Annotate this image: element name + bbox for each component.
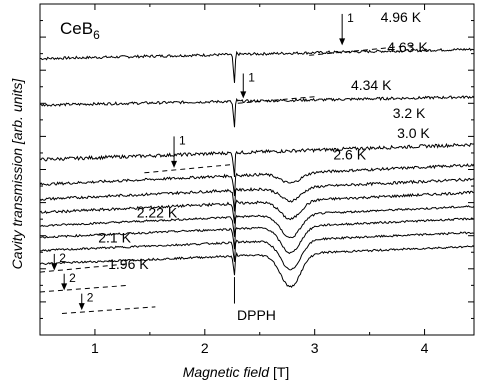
spectrum-curve bbox=[39, 244, 475, 289]
spectrum-curve bbox=[39, 190, 475, 224]
marker-number: 1 bbox=[248, 71, 255, 85]
curve-label: 4.96 K bbox=[381, 9, 422, 25]
marker-number: 1 bbox=[347, 11, 354, 25]
y-axis bbox=[40, 3, 474, 336]
curve-label: 3.0 K bbox=[397, 125, 430, 141]
baseline-dash bbox=[237, 96, 315, 104]
curve-label: 4.34 K bbox=[351, 77, 392, 93]
spectrum-curve bbox=[39, 95, 475, 128]
x-tick-label: 3 bbox=[311, 340, 319, 356]
spectra-curves bbox=[39, 47, 475, 289]
arrow-head bbox=[240, 91, 247, 99]
spectrum-curve bbox=[39, 205, 475, 239]
marker-number: 1 bbox=[179, 133, 186, 147]
spectrum-curve bbox=[39, 163, 475, 197]
x-tick-label: 4 bbox=[421, 340, 429, 356]
arrow-head bbox=[171, 160, 178, 168]
x-axis-title: Magnetic field [T] bbox=[183, 364, 290, 380]
curve-label: 2.6 K bbox=[333, 147, 366, 163]
y-axis-title: Cavity transmission [arb. units] bbox=[9, 78, 25, 270]
chart-title: CeB6 bbox=[60, 19, 100, 42]
dpph-label: DPPH bbox=[237, 307, 276, 323]
marker-number: 2 bbox=[59, 251, 66, 265]
marker-number: 2 bbox=[69, 271, 76, 285]
curve-label: 2.1 K bbox=[98, 229, 131, 245]
curve-label: 1.96 K bbox=[108, 256, 149, 272]
spectrum-curve bbox=[39, 177, 475, 212]
curve-label: 3.2 K bbox=[393, 105, 426, 121]
spectrum-curve bbox=[39, 47, 475, 83]
baseline-dash bbox=[61, 306, 156, 314]
arrow-head bbox=[339, 38, 346, 46]
arrow-head bbox=[78, 303, 85, 311]
x-axis: 1 2 3 4 bbox=[39, 4, 429, 356]
baseline-dash bbox=[39, 263, 128, 273]
curve-labels: 4.96 K 4.63 K 4.34 K3.2 K 3.0 K 2.6 K 2.22 K 2… bbox=[98, 9, 430, 272]
arrow-head bbox=[61, 283, 68, 291]
x-tick-label: 2 bbox=[201, 340, 209, 356]
spectrum-curve bbox=[39, 231, 475, 271]
spectrum-curve bbox=[39, 142, 475, 178]
marker-number: 2 bbox=[87, 291, 94, 305]
baseline-dash bbox=[144, 164, 233, 174]
baseline-dash bbox=[39, 284, 128, 293]
curve-label: 2.22 K bbox=[137, 204, 178, 220]
curve-label: 4.63 K bbox=[387, 39, 428, 55]
arrow-head bbox=[51, 263, 58, 271]
spectrum-curve bbox=[40, 217, 475, 255]
x-tick-label: 1 bbox=[91, 340, 99, 356]
